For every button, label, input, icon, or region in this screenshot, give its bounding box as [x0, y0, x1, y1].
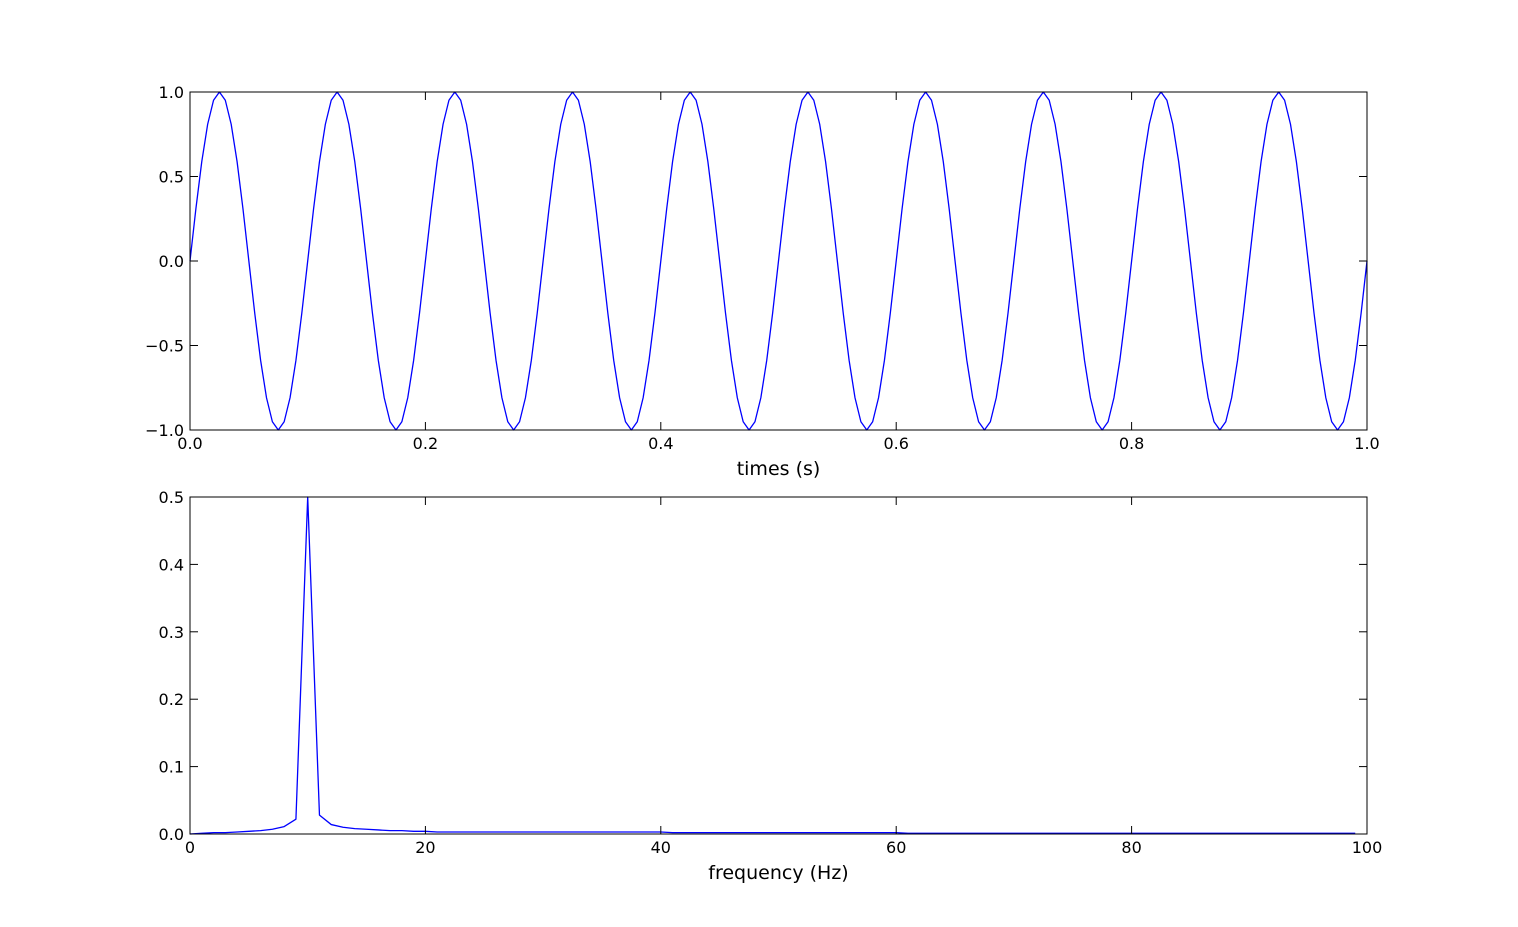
x-tick-label: 40 [651, 838, 671, 857]
y-tick-label: 0.3 [159, 623, 184, 642]
y-tick-label: 0.0 [159, 252, 184, 271]
x-tick-label: 0 [185, 838, 195, 857]
x-tick-label: 0.2 [413, 434, 438, 453]
y-tick-label: −0.5 [145, 337, 184, 356]
y-tick-label: 0.1 [159, 758, 184, 777]
y-tick-label: 0.5 [159, 488, 184, 507]
x-tick-label: 0.6 [883, 434, 908, 453]
data-line [189, 91, 1368, 431]
x-tick-label: 0.4 [648, 434, 673, 453]
data-line [189, 496, 1356, 835]
y-tick-label: −1.0 [145, 421, 184, 440]
x-tick-label: 20 [415, 838, 435, 857]
y-tick-label: 0.2 [159, 690, 184, 709]
y-tick-label: 0.0 [159, 825, 184, 844]
x-axis-label: frequency (Hz) [708, 862, 848, 884]
x-tick-label: 80 [1121, 838, 1141, 857]
x-axis-label: times (s) [737, 458, 821, 480]
y-tick-label: 1.0 [159, 83, 184, 102]
x-tick-label: 60 [886, 838, 906, 857]
axes-frame [189, 496, 1368, 835]
x-tick-label: 0.0 [177, 434, 202, 453]
x-tick-label: 100 [1352, 838, 1383, 857]
x-tick-label: 1.0 [1354, 434, 1379, 453]
y-tick-label: 0.4 [159, 555, 184, 574]
y-tick-label: 0.5 [159, 168, 184, 187]
x-tick-label: 0.8 [1119, 434, 1144, 453]
